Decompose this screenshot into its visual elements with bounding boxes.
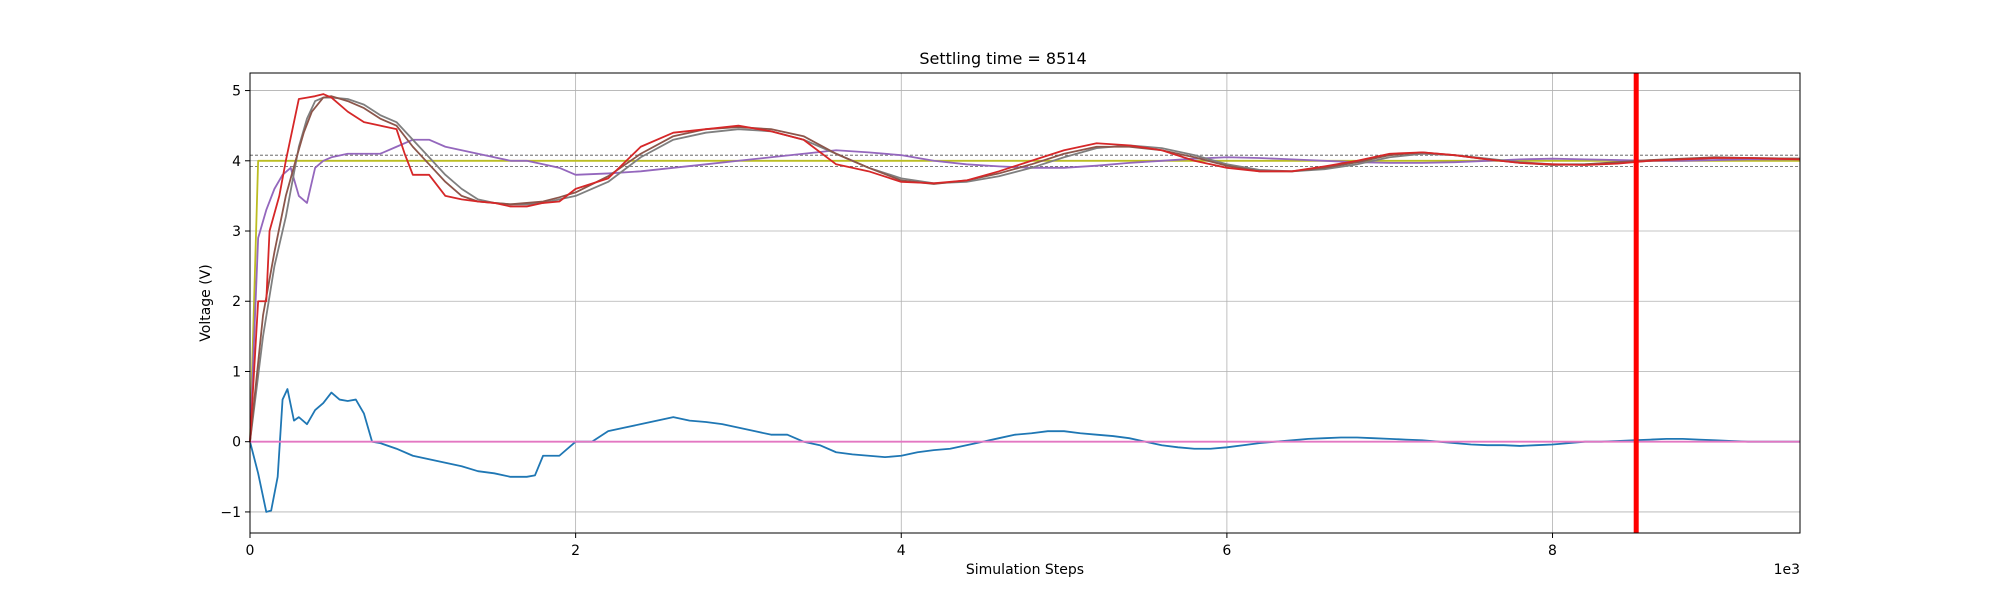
x-axis-label: Simulation Steps: [966, 562, 1084, 578]
chart-title: Settling time = 8514: [919, 49, 1086, 68]
series-line-blue: [249, 388, 1800, 513]
x-tick-label: 0: [246, 543, 255, 559]
x-axis-offset-text: 1e3: [1774, 562, 1800, 578]
y-axis-label: Voltage (V): [198, 264, 214, 341]
series-line-red: [249, 93, 1801, 442]
x-tick-label: 2: [571, 543, 580, 559]
x-tick-label: 8: [1548, 543, 1557, 559]
y-tick-label: 5: [232, 84, 241, 100]
axis-ticks: 0 2 4 6 8 −1 0 1 2 3 4 5: [220, 84, 1557, 559]
x-tick-label: 4: [897, 543, 906, 559]
series-line-gray: [249, 96, 1801, 442]
series-line-brown: [249, 95, 1801, 442]
plot-frame: [249, 72, 1801, 534]
y-tick-label: 4: [232, 154, 241, 170]
series-line-purple: [249, 138, 1800, 442]
y-tick-label: 0: [232, 435, 241, 451]
y-tick-label: 2: [232, 294, 241, 310]
y-tick-label: 3: [232, 224, 241, 240]
series-line-olive: [249, 159, 1800, 442]
y-tick-label: 1: [232, 364, 241, 380]
grid-lines: [249, 73, 1800, 533]
series-lines: [249, 93, 1801, 513]
y-tick-label: −1: [220, 505, 241, 521]
x-tick-label: 6: [1222, 543, 1231, 559]
